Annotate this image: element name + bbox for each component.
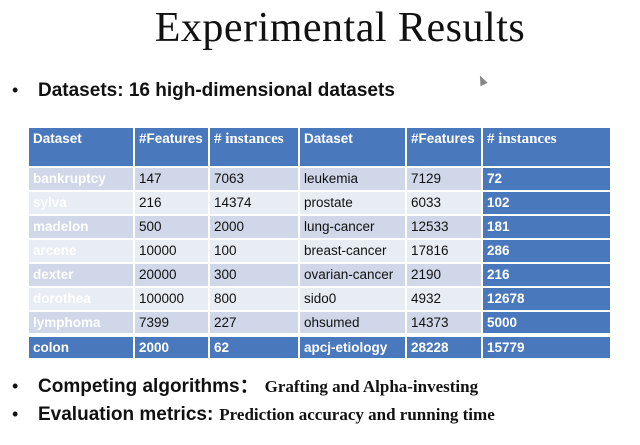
table-cell: ohsumed xyxy=(298,310,407,336)
table-cell: 17816 xyxy=(405,238,483,264)
table-row: dorothea 100000 800 sido0 4932 12678 xyxy=(27,286,612,312)
table-cell: 100 xyxy=(208,238,300,264)
bullet-label: Competing algorithms： xyxy=(38,376,259,397)
bullet-label: Evaluation metrics: xyxy=(38,404,214,425)
table-cell: sylva xyxy=(27,190,135,216)
table-cell: 5000 xyxy=(481,310,612,336)
bullet-icon: • xyxy=(12,376,19,396)
table-row: arcene 10000 100 breast-cancer 17816 286 xyxy=(27,238,612,264)
bullet-text: Datasets: 16 high-dimensional datasets xyxy=(38,80,395,101)
bullet-icon: • xyxy=(12,404,19,424)
mouse-cursor-icon xyxy=(476,73,488,87)
table-row: bankruptcy 147 7063 leukemia 7129 72 xyxy=(27,166,612,192)
table-cell: 12678 xyxy=(481,286,612,312)
table-cell: 286 xyxy=(481,238,612,264)
table-cell: 2190 xyxy=(405,262,483,288)
table-cell: dexter xyxy=(27,262,135,288)
datasets-table: Dataset #Features # instances Dataset #Featu… xyxy=(27,126,612,360)
table-cell: 28228 xyxy=(405,333,483,360)
table-cell: dorothea xyxy=(27,286,135,312)
table-cell: 14373 xyxy=(405,310,483,336)
table-cell: lymphoma xyxy=(27,310,135,336)
column-header: Dataset xyxy=(27,126,135,168)
table-cell: 6033 xyxy=(405,190,483,216)
table-cell: 7399 xyxy=(133,310,210,336)
bullet-value: Prediction accuracy and running time xyxy=(219,405,495,424)
table-cell: 300 xyxy=(208,262,300,288)
table-cell: 216 xyxy=(133,190,210,216)
table-cell: 4932 xyxy=(405,286,483,312)
table-cell: 2000 xyxy=(133,333,210,360)
table-cell: breast-cancer xyxy=(298,238,407,264)
bullet-evaluation-metrics: • Evaluation metrics: Prediction accurac… xyxy=(12,404,495,426)
table-cell: colon xyxy=(27,333,135,360)
table-cell: 2000 xyxy=(208,214,300,240)
table-cell: 800 xyxy=(208,286,300,312)
table-cell: bankruptcy xyxy=(27,166,135,192)
table-cell: prostate xyxy=(298,190,407,216)
table-cell: 7129 xyxy=(405,166,483,192)
table-cell: 10000 xyxy=(133,238,210,264)
column-header: # instances xyxy=(481,126,612,168)
table-row: lymphoma 7399 227 ohsumed 14373 5000 xyxy=(27,310,612,336)
table-cell: 100000 xyxy=(133,286,210,312)
bullet-competing-algorithms: • Competing algorithms： Grafting and Alp… xyxy=(12,371,478,398)
table-cell: arcene xyxy=(27,238,135,264)
table-cell: lung-cancer xyxy=(298,214,407,240)
table-cell: 14374 xyxy=(208,190,300,216)
table-row: sylva 216 14374 prostate 6033 102 xyxy=(27,190,612,216)
table-cell: 7063 xyxy=(208,166,300,192)
table-cell: 147 xyxy=(133,166,210,192)
column-header: #Features xyxy=(133,126,210,168)
table-cell: 227 xyxy=(208,310,300,336)
table-cell: 102 xyxy=(481,190,612,216)
table-cell: 72 xyxy=(481,166,612,192)
table-cell: madelon xyxy=(27,214,135,240)
table-cell: 500 xyxy=(133,214,210,240)
table-cell: 20000 xyxy=(133,262,210,288)
table-cell: 12533 xyxy=(405,214,483,240)
column-header: Dataset xyxy=(298,126,407,168)
table-cell: 181 xyxy=(481,214,612,240)
bullet-datasets: • Datasets: 16 high-dimensional datasets xyxy=(12,80,395,102)
table-row: madelon 500 2000 lung-cancer 12533 181 xyxy=(27,214,612,240)
column-header: #Features xyxy=(405,126,483,168)
table-row: colon 2000 62 apcj-etiology 28228 15779 xyxy=(27,333,612,360)
table-cell: apcj-etiology xyxy=(298,333,407,360)
table-cell: ovarian-cancer xyxy=(298,262,407,288)
slide-title: Experimental Results xyxy=(154,5,526,51)
bullet-icon: • xyxy=(12,80,19,100)
table-cell: 216 xyxy=(481,262,612,288)
column-header: # instances xyxy=(208,126,300,168)
table-cell: 62 xyxy=(208,333,300,360)
table-cell: leukemia xyxy=(298,166,407,192)
table-cell: sido0 xyxy=(298,286,407,312)
table-row: dexter 20000 300 ovarian-cancer 2190 216 xyxy=(27,262,612,288)
table-cell: 15779 xyxy=(481,333,612,360)
bullet-value: Grafting and Alpha-investing xyxy=(264,377,479,396)
